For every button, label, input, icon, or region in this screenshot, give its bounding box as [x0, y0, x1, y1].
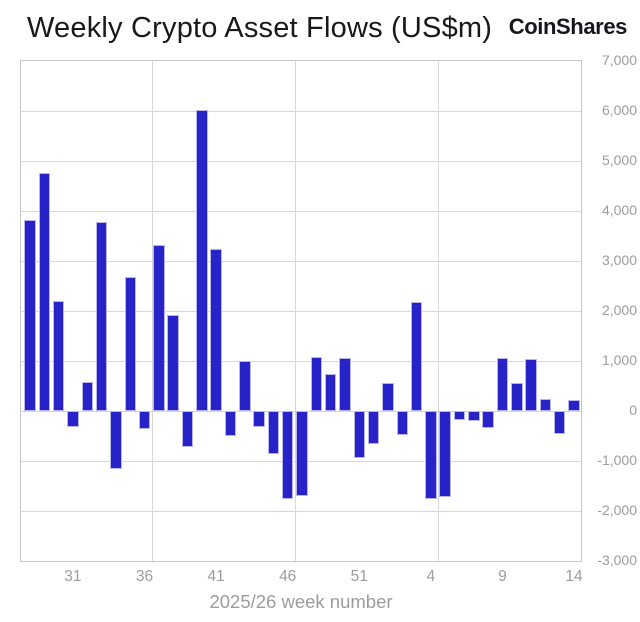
bar-week-6	[453, 411, 466, 420]
y-axis-label: 6,000	[601, 102, 637, 118]
y-axis-label: -1,000	[597, 452, 637, 468]
bar-week-10	[511, 382, 523, 411]
bar-week-45	[267, 411, 280, 454]
bar-week-9	[496, 357, 509, 411]
bar-week-8	[482, 411, 494, 428]
gridline-horizontal	[21, 161, 581, 162]
x-axis-label: 51	[350, 568, 368, 585]
bar-week-37	[153, 245, 165, 411]
bar-week-31	[67, 411, 79, 427]
bar-week-3	[410, 301, 423, 411]
bar-week-47	[296, 411, 308, 496]
x-axis-label: 36	[135, 568, 154, 585]
bar-week-40	[196, 110, 208, 411]
bar-week-36	[138, 411, 151, 429]
brand-logo: CoinShares	[508, 14, 628, 39]
gridline-horizontal	[21, 261, 581, 262]
gridline-horizontal	[21, 511, 581, 512]
bar-week-35	[124, 277, 136, 411]
x-axis-label: 4	[426, 568, 436, 585]
bar-week-39	[181, 411, 194, 447]
bar-week-52	[367, 411, 380, 444]
y-axis-label: 4,000	[601, 202, 637, 218]
x-axis-label: 41	[207, 568, 225, 585]
gridline-horizontal	[21, 361, 581, 362]
bar-week-41	[210, 249, 222, 411]
y-axis-label: -3,000	[597, 552, 637, 568]
x-axis-label: 14	[565, 568, 583, 585]
gridline-horizontal	[21, 211, 581, 212]
x-axis-labels: 31 36 41 46 51 4 9 14	[20, 568, 582, 586]
bar-week-12	[539, 398, 552, 411]
y-axis-label: 0	[629, 402, 637, 418]
x-axis-label: 46	[279, 568, 297, 585]
gridline-vertical	[294, 61, 296, 561]
bar-week-29	[38, 173, 51, 411]
y-axis-label: 1,000	[601, 352, 637, 368]
bar-week-34	[110, 411, 122, 469]
x-axis-label: 31	[64, 568, 82, 585]
y-axis-label: 7,000	[601, 52, 637, 68]
bar-week-28	[24, 220, 36, 411]
gridline-horizontal	[21, 111, 581, 112]
y-axis-label: -2,000	[597, 502, 637, 518]
bar-week-11	[525, 358, 537, 411]
y-axis-label: 2,000	[601, 302, 637, 318]
bar-week-49	[324, 374, 337, 411]
bar-week-51	[353, 411, 365, 458]
chart-title: Weekly Crypto Asset Flows (US$m)	[27, 12, 493, 44]
bars-layer	[21, 61, 581, 561]
bar-week-5	[439, 411, 451, 497]
bar-week-33	[95, 221, 108, 411]
bar-week-7	[468, 411, 480, 421]
bar-week-50	[339, 357, 351, 411]
bar-week-13	[553, 411, 566, 434]
bar-week-14	[568, 399, 580, 411]
bar-week-30	[52, 301, 65, 411]
x-axis-title: 2025/26 week number	[209, 591, 393, 612]
bar-week-46	[281, 411, 294, 499]
bar-week-43	[239, 361, 251, 411]
gridline-horizontal	[21, 311, 581, 312]
bar-week-38	[167, 315, 179, 411]
y-axis-label: 5,000	[601, 152, 637, 168]
bar-week-4	[425, 411, 437, 499]
bar-week-2	[396, 411, 408, 435]
bar-week-32	[81, 381, 93, 411]
gridline-vertical	[151, 61, 153, 561]
y-axis-labels: 7,000 6,000 5,000 4,000 3,000 2,000 1,000 0 -1,0…	[586, 52, 637, 568]
bar-week-42	[224, 411, 237, 436]
bar-week-44	[253, 411, 265, 427]
x-axis-label: 9	[498, 568, 507, 585]
gridline-vertical	[438, 61, 439, 561]
y-axis-label: 3,000	[601, 252, 637, 268]
plot-area	[20, 60, 582, 562]
bar-week-48	[310, 356, 323, 411]
bar-week-1	[382, 383, 394, 411]
